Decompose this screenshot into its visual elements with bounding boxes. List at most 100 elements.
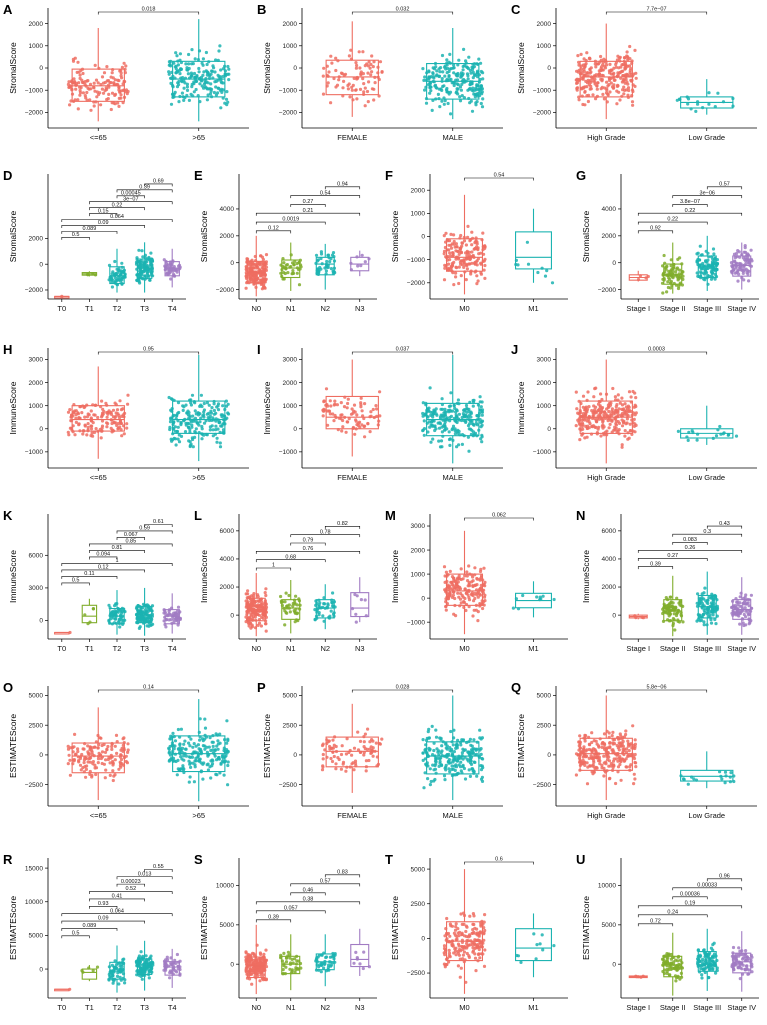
p-value-label: 0.067 [124, 532, 138, 538]
x-tick-label: N3 [355, 304, 365, 313]
data-point [169, 734, 173, 738]
data-point [66, 747, 71, 751]
group-t2 [107, 590, 127, 635]
data-point [422, 419, 426, 423]
data-point [101, 91, 106, 95]
y-tick-label: 3000 [29, 357, 44, 364]
x-tick-label: High Grade [587, 133, 625, 142]
data-point [225, 90, 229, 94]
y-tick-label: 6000 [29, 553, 44, 560]
p-value-label: 0.12 [268, 226, 279, 232]
data-point [438, 105, 442, 109]
y-tick-label: −1000 [25, 449, 44, 456]
y-tick-label: 0 [39, 618, 43, 625]
p-value-label: 0.21 [303, 208, 314, 214]
data-point [622, 56, 627, 60]
box [281, 259, 301, 279]
data-point [226, 402, 230, 406]
panel-label: E [194, 168, 203, 183]
data-point [149, 251, 153, 255]
y-tick-label: 4000 [220, 206, 235, 213]
data-point [440, 397, 444, 401]
data-point [92, 81, 96, 85]
y-tick-label: 0 [230, 612, 234, 619]
data-point [78, 73, 82, 77]
x-tick-label: T0 [57, 644, 66, 653]
data-point [449, 232, 453, 236]
group-n0 [244, 572, 269, 637]
group-high-grade [574, 23, 638, 120]
panel-label: J [511, 342, 518, 357]
data-point [263, 591, 267, 595]
group-m0 [442, 194, 487, 295]
data-point [437, 74, 441, 79]
data-point [201, 63, 205, 67]
data-point [430, 724, 434, 729]
group-m1 [511, 581, 556, 618]
y-tick-label: 0 [547, 426, 551, 433]
panel-label: N [576, 508, 585, 523]
data-point [93, 89, 97, 93]
p-value-label: 0.11 [84, 571, 94, 577]
data-point [342, 79, 346, 83]
data-point [339, 767, 343, 771]
data-point [665, 290, 669, 294]
data-point [353, 432, 357, 436]
data-point [198, 82, 202, 86]
data-point [373, 81, 377, 85]
data-point [72, 77, 76, 81]
y-tick-label: −2000 [25, 110, 44, 117]
data-point [586, 99, 591, 104]
data-point [347, 54, 351, 58]
p-value-label: 0.14 [143, 685, 154, 691]
data-point [321, 752, 325, 757]
data-point [714, 622, 718, 626]
p-value-label: 3.8e−07 [680, 199, 700, 205]
data-point [109, 75, 113, 79]
data-point [187, 52, 191, 57]
x-tick-label: M1 [528, 304, 538, 313]
data-point [120, 261, 124, 265]
data-point [599, 392, 603, 396]
data-point [226, 763, 230, 768]
data-point [444, 608, 448, 612]
data-point [111, 778, 115, 783]
x-tick-label: T3 [140, 304, 149, 313]
box [109, 266, 125, 285]
panel-label: G [576, 168, 586, 183]
data-point [87, 87, 91, 91]
panel-label: H [3, 342, 12, 357]
box [515, 231, 552, 270]
y-tick-label: 4000 [602, 556, 617, 563]
data-point [422, 78, 426, 82]
group-female [320, 703, 384, 793]
data-point [173, 65, 177, 69]
group-stage-i [628, 613, 648, 620]
y-axis-label: StromalScore [199, 210, 209, 262]
y-tick-label: 2000 [220, 233, 235, 240]
data-point [334, 767, 338, 771]
data-point [171, 731, 175, 736]
data-point [327, 70, 331, 74]
data-point [164, 625, 168, 629]
x-tick-label: T4 [168, 304, 177, 313]
data-point [206, 93, 210, 97]
data-point [444, 570, 448, 574]
data-point [167, 72, 171, 76]
data-point [464, 278, 468, 282]
data-point [576, 54, 580, 58]
panel-label: F [385, 168, 393, 183]
data-point [244, 286, 248, 290]
data-point [81, 71, 85, 76]
data-point [371, 65, 375, 69]
group-stage-iii [695, 571, 720, 635]
p-value-label: 0.81 [112, 545, 123, 551]
data-point [100, 399, 104, 403]
data-point [749, 593, 754, 597]
data-point [481, 71, 485, 75]
data-point [214, 79, 218, 83]
group-low-grade [676, 405, 739, 445]
data-point [119, 93, 123, 97]
